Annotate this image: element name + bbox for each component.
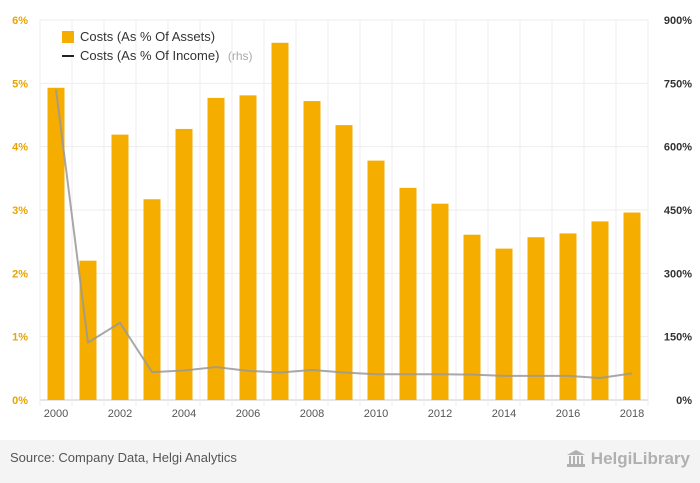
y-right-tick-label: 750% xyxy=(664,78,692,90)
bar xyxy=(175,128,193,400)
bar xyxy=(239,95,257,400)
bar xyxy=(303,101,321,401)
x-tick-label: 2014 xyxy=(492,408,516,420)
y-left-tick-label: 5% xyxy=(12,78,28,90)
footer: Source: Company Data, Helgi Analytics He… xyxy=(0,440,700,483)
bar xyxy=(495,248,513,400)
library-icon xyxy=(566,450,585,467)
x-tick-label: 2010 xyxy=(364,408,388,420)
x-tick-label: 2002 xyxy=(108,408,132,420)
legend-label-income: Costs (As % Of Income) (rhs) xyxy=(80,47,253,64)
brand-name: HelgiLibrary xyxy=(590,449,690,468)
y-right-tick-label: 0% xyxy=(676,395,692,407)
bar xyxy=(367,160,385,400)
y-left-tick-label: 1% xyxy=(12,332,28,344)
legend-label-assets: Costs (As % Of Assets) xyxy=(80,29,215,44)
y-right-tick-label: 600% xyxy=(664,142,692,154)
bar xyxy=(271,42,289,401)
legend-label-income-text: Costs (As % Of Income) xyxy=(80,48,219,63)
legend-label-income-suffix: (rhs) xyxy=(228,49,253,63)
bar xyxy=(431,203,449,400)
legend: Costs (As % Of Assets) Costs (As % Of In… xyxy=(62,29,253,64)
bar xyxy=(527,237,545,400)
bar xyxy=(207,97,225,401)
bar xyxy=(335,125,353,400)
chart: 0% 1% 2% 3% 4% 5% 6% 0% 150% 300% 450% 600% 750% 900%… xyxy=(12,15,692,420)
bar xyxy=(111,134,129,400)
bar xyxy=(399,187,417,400)
bar xyxy=(591,221,609,400)
bar xyxy=(47,87,65,401)
axes: 0% 1% 2% 3% 4% 5% 6% 0% 150% 300% 450% 600% 750% 900%… xyxy=(12,15,692,420)
x-tick-label: 2004 xyxy=(172,408,196,420)
bar xyxy=(79,260,97,400)
legend-swatch-assets xyxy=(62,31,74,43)
source-text: Source: Company Data, Helgi Analytics xyxy=(10,450,237,465)
y-left-tick-label: 2% xyxy=(12,268,28,280)
y-right-tick-label: 150% xyxy=(664,332,692,344)
line-series xyxy=(55,89,633,380)
y-left-tick-label: 0% xyxy=(12,395,28,407)
y-left-tick-label: 6% xyxy=(12,15,28,27)
y-right-tick-label: 450% xyxy=(664,205,692,217)
y-right-tick-label: 300% xyxy=(664,268,692,280)
x-tick-label: 2018 xyxy=(620,408,644,420)
bar xyxy=(143,199,161,400)
x-tick-label: 2006 xyxy=(236,408,260,420)
bar xyxy=(463,234,481,400)
gridlines xyxy=(39,19,649,406)
x-tick-label: 2008 xyxy=(300,408,324,420)
x-tick-label: 2016 xyxy=(556,408,580,420)
y-left-tick-label: 3% xyxy=(12,205,28,217)
y-left-tick-label: 4% xyxy=(12,142,28,154)
y-right-tick-label: 900% xyxy=(664,15,692,27)
x-tick-label: 2000 xyxy=(44,408,68,420)
brand-logo: HelgiLibrary xyxy=(565,448,690,470)
bar xyxy=(559,233,577,400)
bar xyxy=(623,212,641,400)
bar-series xyxy=(47,42,641,401)
x-tick-label: 2012 xyxy=(428,408,452,420)
